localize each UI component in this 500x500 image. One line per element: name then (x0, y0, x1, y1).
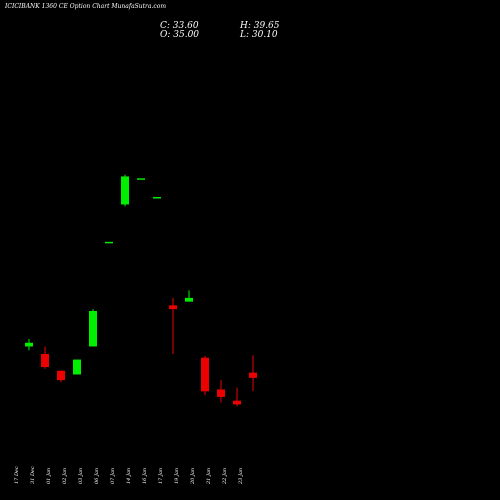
candle (233, 387, 241, 407)
candle-body (25, 342, 33, 347)
candle (25, 339, 33, 351)
open-value: O: 35.00 (160, 30, 199, 40)
candle (137, 178, 145, 180)
x-tick-label: 21 Jan (206, 468, 212, 485)
candle-body (41, 353, 49, 368)
candle (185, 290, 193, 302)
candle-body (105, 241, 113, 244)
x-tick-label: 31 Dec (30, 466, 36, 484)
candle-body (201, 357, 209, 392)
x-tick-label: 22 Jan (222, 468, 228, 485)
x-tick-label: 19 Jan (174, 468, 180, 484)
candle-body (153, 197, 161, 199)
x-tick-label: 17 Dec (14, 466, 20, 484)
x-tick-label: 23 Jan (238, 468, 244, 485)
candle-body (233, 400, 241, 405)
candle (249, 355, 257, 391)
x-tick-label: 14 Jan (126, 468, 132, 484)
candle-body (73, 359, 81, 375)
x-tick-label: 01 Jan (46, 468, 52, 484)
x-tick-label: 07 Jan (110, 468, 116, 484)
low-value: L: 30.10 (239, 30, 278, 40)
candle-body (249, 372, 257, 378)
high-value: H: 39.65 (239, 21, 280, 31)
candle (41, 346, 49, 369)
close-value: C: 33.60 (160, 21, 199, 31)
x-tick-label: 16 Jan (142, 468, 148, 484)
candle-body (121, 176, 129, 205)
x-tick-label: 03 Jan (78, 468, 84, 484)
chart-title: ICICIBANK 1360 CE Option Chart MunafaSut… (4, 3, 166, 10)
candle-body (217, 389, 225, 397)
candle (217, 380, 225, 403)
candle (201, 355, 209, 396)
candle-body (57, 370, 65, 381)
candle (153, 197, 161, 199)
candle (89, 309, 97, 347)
x-tick-label: 06 Jan (94, 468, 100, 484)
candle (169, 297, 177, 354)
candle (121, 174, 129, 207)
x-axis-ticks: 17 Dec 31 Dec 01 Jan 02 Jan 03 Jan 06 Jan 07 J… (14, 466, 244, 485)
candle-body (169, 305, 177, 310)
x-tick-label: 17 Jan (158, 468, 164, 484)
candle (73, 359, 81, 375)
candle-body (137, 178, 145, 180)
candles (25, 174, 257, 407)
candle (105, 241, 113, 244)
x-tick-label: 20 Jan (190, 468, 196, 485)
x-tick-label: 02 Jan (62, 468, 68, 484)
candle-body (89, 310, 97, 347)
candle-body (185, 297, 193, 302)
candle (57, 370, 65, 382)
